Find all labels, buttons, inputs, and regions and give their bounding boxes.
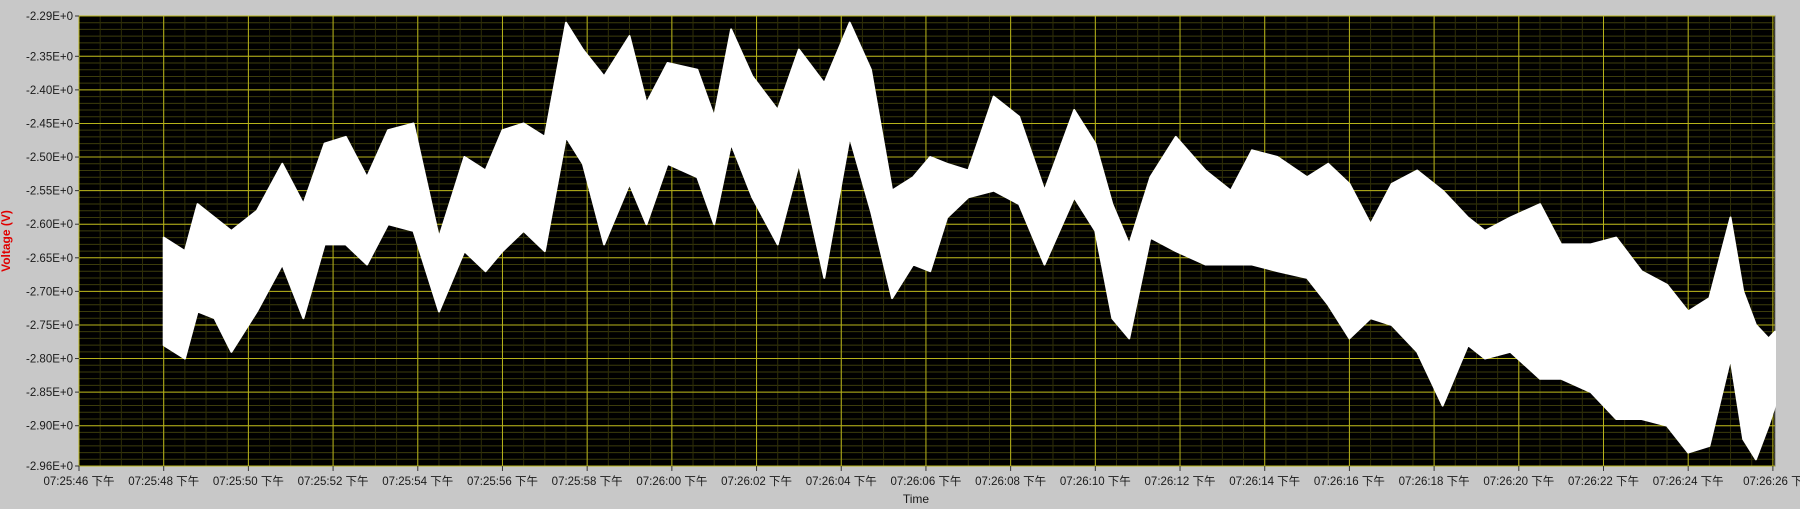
x-tick-label: 07:26:06 下午 (890, 475, 961, 488)
x-tick-label: 07:26:24 下午 (1653, 475, 1724, 488)
x-tick-label: 07:25:58 下午 (552, 475, 623, 488)
y-tick-label: -2.55E+0 (26, 186, 73, 198)
y-tick-label: -2.40E+0 (26, 85, 73, 97)
x-axis-title: Time (903, 492, 930, 504)
x-tick-label: 07:26:12 下午 (1145, 475, 1216, 488)
y-tick-label: -2.80E+0 (26, 354, 73, 366)
y-axis-title: Voltage (V) (0, 210, 13, 272)
x-tick-label: 07:26:04 下午 (806, 475, 877, 488)
x-tick-label: 07:25:46 下午 (44, 475, 115, 488)
x-tick-label: 07:26:20 下午 (1483, 475, 1554, 488)
series-layer (162, 21, 1776, 461)
y-tick-label: -2.65E+0 (26, 253, 73, 265)
y-tick-label: -2.96E+0 (26, 461, 73, 473)
x-tick-label: 07:26:02 下午 (721, 475, 792, 488)
x-tick-label: 07:25:52 下午 (298, 475, 369, 488)
x-tick-label: 07:26:22 下午 (1568, 475, 1639, 488)
y-tick-label: -2.35E+0 (26, 51, 73, 63)
y-tick-label: -2.60E+0 (26, 219, 73, 231)
y-tick-label: -2.50E+0 (26, 152, 73, 164)
y-tick-label: -2.90E+0 (26, 421, 73, 433)
x-tick-label: 07:25:50 下午 (213, 475, 284, 488)
y-tick-label: -2.70E+0 (26, 286, 73, 298)
x-axis: 07:25:46 下午 07:25:48 下午 07:25:50 下午 07:25:5… (44, 466, 1800, 488)
x-tick-label: 07:25:54 下午 (382, 475, 453, 488)
y-tick-label: -2.85E+0 (26, 387, 73, 399)
x-tick-label: 07:26:16 下午 (1314, 475, 1385, 488)
x-tick-label: 07:26:18 下午 (1399, 475, 1470, 488)
y-axis: -2.29E+0 -2.35E+0 -2.40E+0 -2.45E+0 -2.50E+0… (26, 11, 79, 473)
x-tick-label: 07:26:10 下午 (1060, 475, 1131, 488)
y-tick-label: -2.45E+0 (26, 118, 73, 130)
x-tick-label: 07:26:00 下午 (636, 475, 707, 488)
x-tick-label: 07:26:08 下午 (975, 475, 1046, 488)
x-tick-label: 07:26:14 下午 (1229, 475, 1300, 488)
x-tick-label: 07:25:48 下午 (128, 475, 199, 488)
x-tick-label: 07:25:56 下午 (467, 475, 538, 488)
y-tick-label: -2.75E+0 (26, 320, 73, 332)
voltage-envelope (162, 21, 1776, 461)
x-tick-label: 07:26:26 下 (1743, 476, 1800, 488)
y-tick-label: -2.29E+0 (26, 11, 73, 23)
